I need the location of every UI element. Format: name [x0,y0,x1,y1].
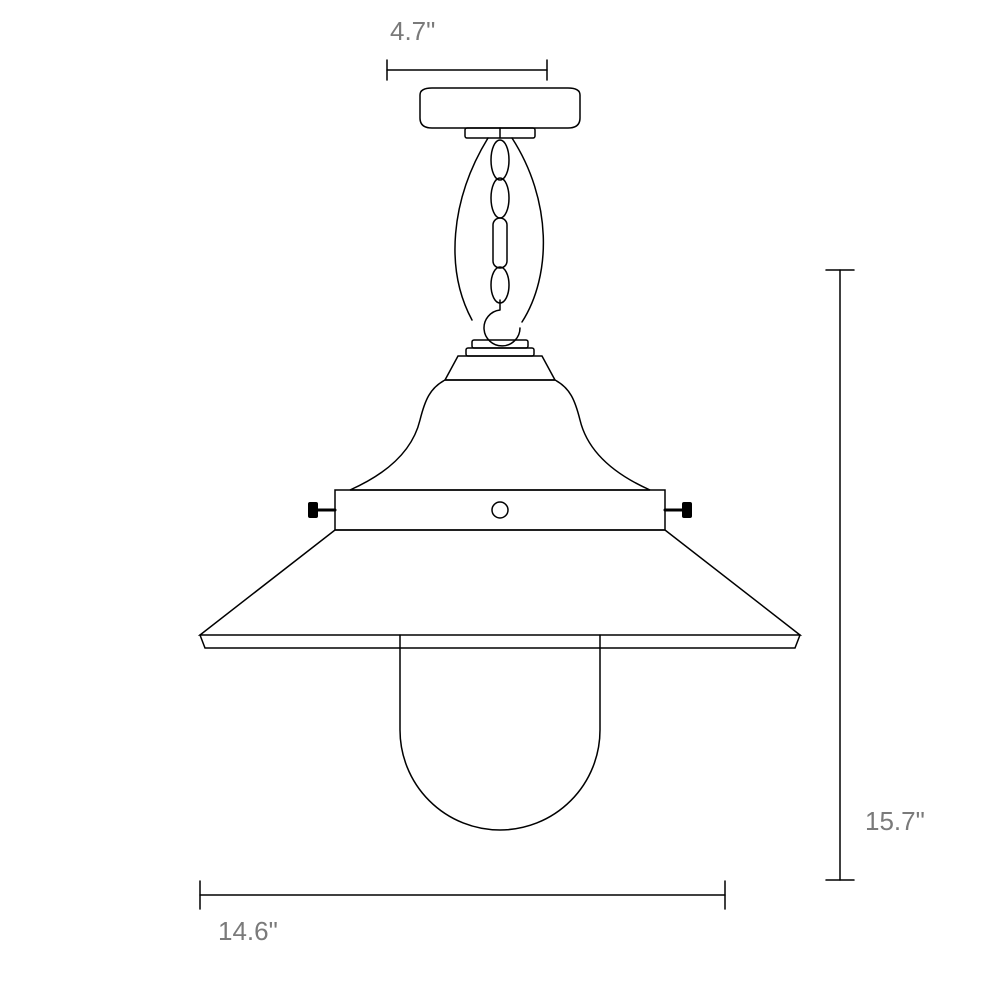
band [308,490,692,530]
globe [400,635,600,830]
pendant-light-diagram: 4.7" [0,0,1000,1000]
dim-shade-label: 14.6" [218,916,278,946]
neck [350,380,650,490]
dim-canopy-label: 4.7" [390,16,435,46]
dim-height-label: 15.7" [865,806,925,836]
chain-and-cord [455,138,543,346]
dim-overall-height: 15.7" [826,270,925,880]
dim-canopy-width: 4.7" [387,16,547,80]
canopy [420,88,580,138]
shade [200,530,800,648]
dim-shade-width: 14.6" [200,881,725,946]
